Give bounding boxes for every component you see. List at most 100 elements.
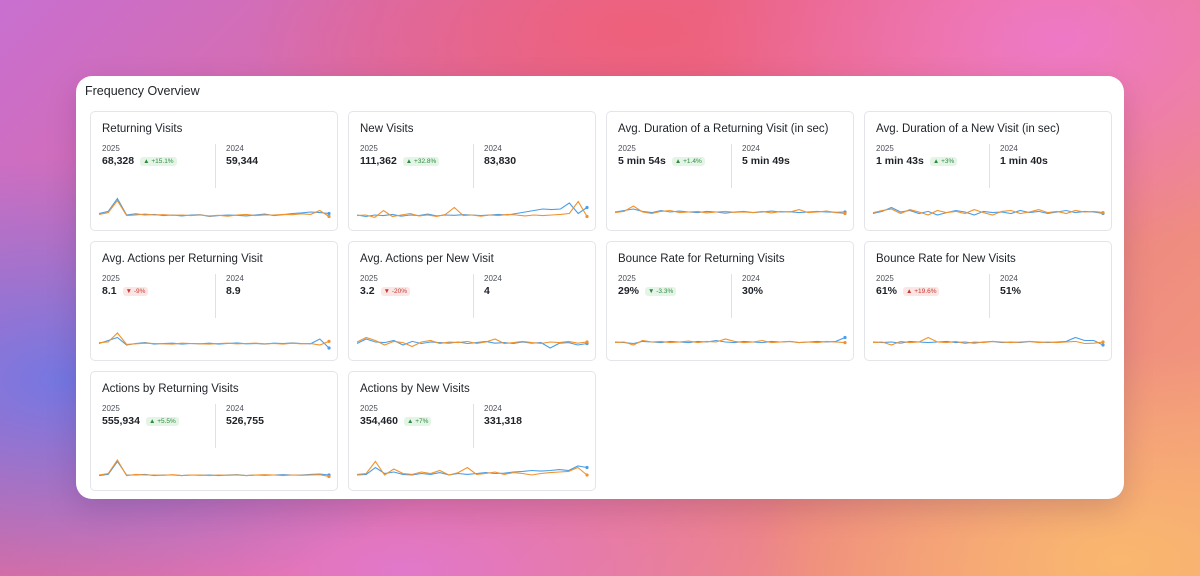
current-value-text: 3.2 <box>360 285 375 297</box>
previous-year-label: 2024 <box>742 144 760 153</box>
series-end-point <box>585 465 589 470</box>
change-badge: ▲ +15.1% <box>140 157 177 166</box>
card-title: Avg. Actions per New Visit <box>360 253 494 265</box>
series-line-2024 <box>98 332 330 346</box>
current-value: 68,328 ▲ +15.1% <box>102 155 177 167</box>
previous-year-label: 2024 <box>484 404 502 413</box>
metric-card-avg-duration-of-a-returning-visit-in-sec[interactable]: Avg. Duration of a Returning Visit (in s… <box>606 111 854 231</box>
divider <box>989 274 990 318</box>
series-end-point <box>327 474 331 479</box>
metric-card-returning-visits[interactable]: Returning Visits 2025 68,328 ▲ +15.1% 2024 59… <box>90 111 338 231</box>
previous-year-label: 2024 <box>1000 144 1018 153</box>
divider <box>215 274 216 318</box>
previous-value: 526,755 <box>226 415 264 427</box>
series-end-point <box>1101 211 1105 215</box>
series-end-point <box>843 335 847 340</box>
series-line-2024 <box>98 199 330 217</box>
series-end-point <box>327 211 331 216</box>
previous-value: 8.9 <box>226 285 241 297</box>
previous-year-label: 2024 <box>742 274 760 283</box>
metric-card-actions-by-returning-visits[interactable]: Actions by Returning Visits 2025 555,934 ▲ … <box>90 371 338 491</box>
divider <box>473 144 474 188</box>
series-line-2025 <box>98 460 330 477</box>
current-value-text: 354,460 <box>360 415 398 427</box>
current-value: 8.1 ▼ -9% <box>102 285 149 297</box>
sparkline-chart <box>356 200 589 219</box>
series-line-2024 <box>356 336 588 348</box>
metric-card-new-visits[interactable]: New Visits 2025 111,362 ▲ +32.8% 2024 83,830 <box>348 111 596 231</box>
divider <box>731 274 732 318</box>
series-line-2024 <box>614 338 846 346</box>
sparkline-chart <box>872 206 1105 216</box>
card-title: Bounce Rate for New Visits <box>876 253 1016 265</box>
series-line-2024 <box>614 205 846 215</box>
metric-card-bounce-rate-for-new-visits[interactable]: Bounce Rate for New Visits 2025 61% ▲ +19.6… <box>864 241 1112 361</box>
current-value: 555,934 ▲ +5.5% <box>102 415 179 427</box>
series-line-2025 <box>872 206 1104 216</box>
card-title: Bounce Rate for Returning Visits <box>618 253 785 265</box>
divider <box>215 404 216 448</box>
sparkline-chart <box>98 197 331 219</box>
change-badge: ▲ +7% <box>403 417 432 426</box>
metric-card-avg-actions-per-returning-visit[interactable]: Avg. Actions per Returning Visit 2025 8.1 ▼… <box>90 241 338 361</box>
card-title: Actions by New Visits <box>360 383 470 395</box>
card-title: Actions by Returning Visits <box>102 383 239 395</box>
change-badge: ▲ +32.8% <box>402 157 440 166</box>
current-year-label: 2025 <box>360 274 378 283</box>
sparkline-chart <box>98 332 331 350</box>
previous-value: 1 min 40s <box>1000 155 1048 167</box>
sparkline-chart <box>356 336 589 349</box>
card-title: Avg. Duration of a Returning Visit (in s… <box>618 123 829 135</box>
series-end-point <box>1101 343 1105 347</box>
current-value-text: 5 min 54s <box>618 155 666 167</box>
metric-card-bounce-rate-for-returning-visits[interactable]: Bounce Rate for Returning Visits 2025 29% ▼… <box>606 241 854 361</box>
previous-value: 30% <box>742 285 764 297</box>
series-line-2024 <box>872 336 1104 346</box>
metric-card-avg-actions-per-new-visit[interactable]: Avg. Actions per New Visit 2025 3.2 ▼ -20% 2… <box>348 241 596 361</box>
current-value: 354,460 ▲ +7% <box>360 415 432 427</box>
previous-value: 331,318 <box>484 415 522 427</box>
change-badge: ▲ +5.5% <box>145 417 179 426</box>
divider <box>731 144 732 188</box>
card-title: Avg. Duration of a New Visit (in sec) <box>876 123 1060 135</box>
series-end-point <box>585 473 589 477</box>
metric-card-actions-by-new-visits[interactable]: Actions by New Visits 2025 354,460 ▲ +7% 202… <box>348 371 596 491</box>
series-line-2025 <box>356 465 588 476</box>
previous-value: 51% <box>1000 285 1022 297</box>
sparkline-chart <box>98 458 331 479</box>
current-value: 1 min 43s ▲ +3% <box>876 155 958 167</box>
panel-title: Frequency Overview <box>85 84 200 98</box>
series-end-point <box>327 214 331 219</box>
divider <box>473 274 474 318</box>
current-value: 3.2 ▼ -20% <box>360 285 411 297</box>
change-badge: ▼ -20% <box>380 287 411 296</box>
series-end-point <box>843 211 847 216</box>
current-year-label: 2025 <box>876 144 894 153</box>
current-value: 111,362 ▲ +32.8% <box>360 155 440 167</box>
series-line-2024 <box>356 460 588 476</box>
previous-year-label: 2024 <box>484 144 502 153</box>
current-year-label: 2025 <box>618 144 636 153</box>
series-line-2025 <box>98 197 330 218</box>
series-line-2025 <box>356 338 588 349</box>
current-value: 61% ▲ +19.6% <box>876 285 940 297</box>
series-end-point <box>585 205 589 210</box>
previous-year-label: 2024 <box>226 144 244 153</box>
series-line-2024 <box>98 458 330 478</box>
current-value: 29% ▼ -3.3% <box>618 285 677 297</box>
sparkline-chart <box>614 205 847 216</box>
current-value-text: 1 min 43s <box>876 155 924 167</box>
current-year-label: 2025 <box>102 404 120 413</box>
current-year-label: 2025 <box>360 404 378 413</box>
divider <box>989 144 990 188</box>
current-value-text: 61% <box>876 285 898 297</box>
series-end-point <box>585 340 589 344</box>
metric-card-avg-duration-of-a-new-visit-in-sec[interactable]: Avg. Duration of a New Visit (in sec) 202… <box>864 111 1112 231</box>
series-end-point <box>1101 340 1105 344</box>
previous-year-label: 2024 <box>1000 274 1018 283</box>
current-value-text: 555,934 <box>102 415 140 427</box>
frequency-overview-panel: Frequency Overview Returning Visits 2025 6… <box>76 76 1124 499</box>
current-year-label: 2025 <box>102 144 120 153</box>
sparkline-chart <box>614 335 847 346</box>
series-end-point <box>585 214 589 219</box>
